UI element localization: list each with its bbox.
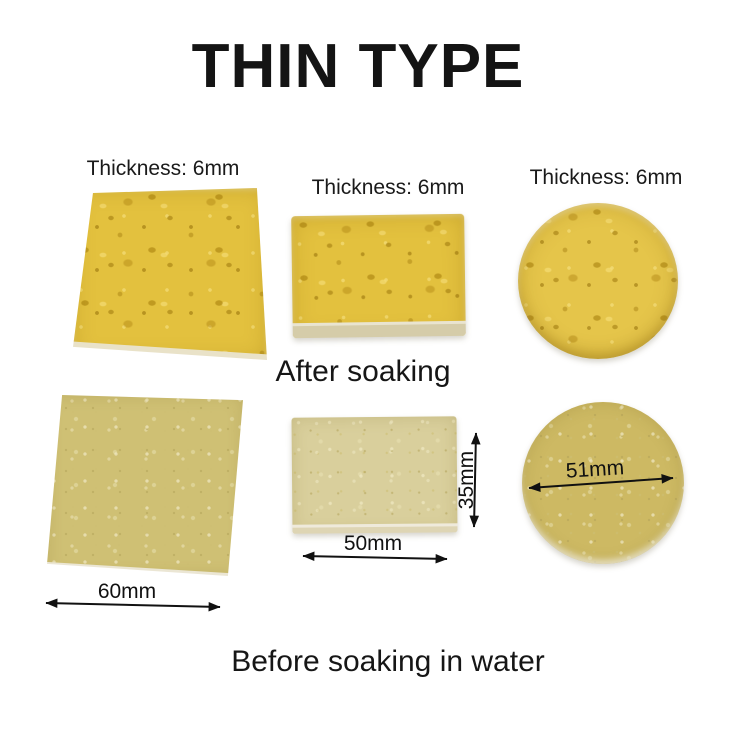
rectangle-width-50mm-label: 50mm	[343, 532, 403, 555]
page-title: THIN TYPE	[191, 32, 525, 101]
wet-square-sponge-photo	[73, 188, 267, 360]
rectangle-width-50mm-arrow	[302, 551, 448, 564]
before-soaking-caption: Before soaking in water	[231, 645, 545, 678]
wet-rectangle-sponge-edge	[292, 320, 466, 339]
dry-square-sponge-photo	[47, 395, 243, 576]
thickness-label-square: Thickness: 6mm	[86, 157, 240, 180]
square-width-60mm-label: 60mm	[97, 580, 157, 603]
thickness-label-rectangle: Thickness: 6mm	[311, 176, 465, 199]
wet-circle-sponge-photo	[518, 203, 678, 359]
after-soaking-caption: After soaking	[275, 355, 451, 388]
dry-circle-sponge-photo	[522, 402, 684, 564]
dry-rectangle-sponge-photo	[291, 416, 458, 534]
thickness-label-circle: Thickness: 6mm	[529, 166, 683, 189]
wet-rectangle-sponge-photo	[291, 213, 466, 339]
rectangle-height-35mm-label: 35mm	[455, 450, 478, 510]
square-width-60mm-arrow	[45, 598, 221, 612]
